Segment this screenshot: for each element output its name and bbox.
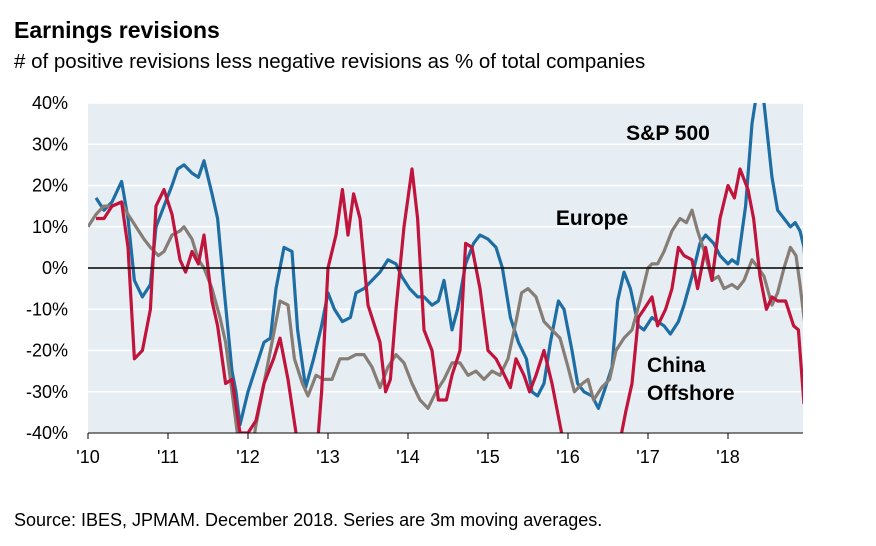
x-tick-label: '12: [236, 447, 259, 467]
series-label-line: China: [647, 354, 706, 377]
y-tick-label: -10%: [26, 299, 68, 319]
x-tick-label: '18: [716, 447, 739, 467]
y-tick-label: -20%: [26, 341, 68, 361]
x-tick-label: '13: [316, 447, 339, 467]
chart-subtitle: # of positive revisions less negative re…: [14, 50, 645, 73]
series-label: China Offshore: [647, 354, 735, 405]
series-label: Europe: [556, 207, 628, 230]
x-tick-label: '17: [636, 447, 659, 467]
series-label: S&P 500: [626, 122, 710, 145]
y-tick-label: -30%: [26, 382, 68, 402]
x-tick-label: '10: [76, 447, 99, 467]
x-tick-label: '15: [476, 447, 499, 467]
x-tick-label: '14: [396, 447, 419, 467]
y-tick-label: 0%: [42, 258, 68, 278]
series-label-line: Offshore: [647, 382, 735, 405]
x-tick-label: '16: [556, 447, 579, 467]
y-tick-label: -40%: [26, 423, 68, 443]
chart-title: Earnings revisions: [14, 17, 220, 43]
x-tick-label: '11: [157, 447, 179, 467]
y-tick-label: 20%: [32, 176, 68, 196]
source-note: Source: IBES, JPMAM. December 2018. Seri…: [14, 510, 602, 530]
y-tick-label: 40%: [32, 93, 68, 113]
y-tick-label: 10%: [32, 217, 68, 237]
lines: [88, 103, 803, 433]
y-tick-label: 30%: [32, 134, 68, 154]
series-line: [96, 167, 803, 433]
